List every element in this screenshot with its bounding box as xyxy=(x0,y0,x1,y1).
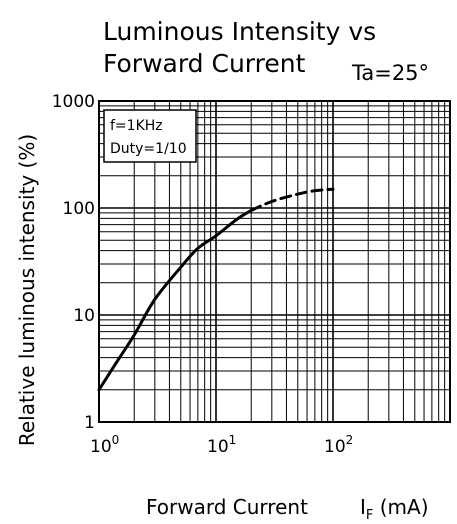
legend-frequency: f=1KHz xyxy=(110,118,163,134)
x-tick-exponent: 2 xyxy=(346,433,354,447)
x-tick-base: 10 xyxy=(207,437,229,457)
data-series xyxy=(97,187,335,392)
x-axis-label: Forward Current xyxy=(146,495,308,519)
x-axis-unit: IF (mA) xyxy=(360,495,429,523)
legend-box xyxy=(103,109,197,163)
chart-title-line2: Forward Current xyxy=(103,49,306,78)
x-axis-unit-rest: (mA) xyxy=(373,495,428,519)
x-tick-base: 10 xyxy=(324,437,346,457)
y-tick-label: 10 xyxy=(73,306,95,326)
x-tick-exponent: 1 xyxy=(229,433,237,447)
x-tick-label: 100 xyxy=(90,433,119,457)
chart-title-line1: Luminous Intensity vs xyxy=(103,17,376,46)
intensity-curve xyxy=(97,208,253,392)
plot-frame xyxy=(98,100,451,423)
legend: f=1KHz Duty=1/10 xyxy=(103,109,197,163)
y-tick-label: 1000 xyxy=(52,92,95,112)
x-tick-label: 102 xyxy=(324,433,353,457)
y-tick-label: 1 xyxy=(84,413,95,433)
x-axis-unit-symbol: I xyxy=(360,495,366,519)
plot-grid xyxy=(98,101,450,423)
extrapolated-curve xyxy=(249,187,335,212)
x-tick-exponent: 0 xyxy=(112,433,120,447)
x-tick-base: 10 xyxy=(90,437,112,457)
x-axis-unit-subscript: F xyxy=(366,508,373,523)
x-tick-label: 101 xyxy=(207,433,236,457)
y-tick-label: 100 xyxy=(63,199,95,219)
y-axis-label: Relative luminous intensity (%) xyxy=(15,134,39,446)
legend-duty: Duty=1/10 xyxy=(110,141,187,157)
temperature-condition: Ta=25° xyxy=(351,61,429,85)
